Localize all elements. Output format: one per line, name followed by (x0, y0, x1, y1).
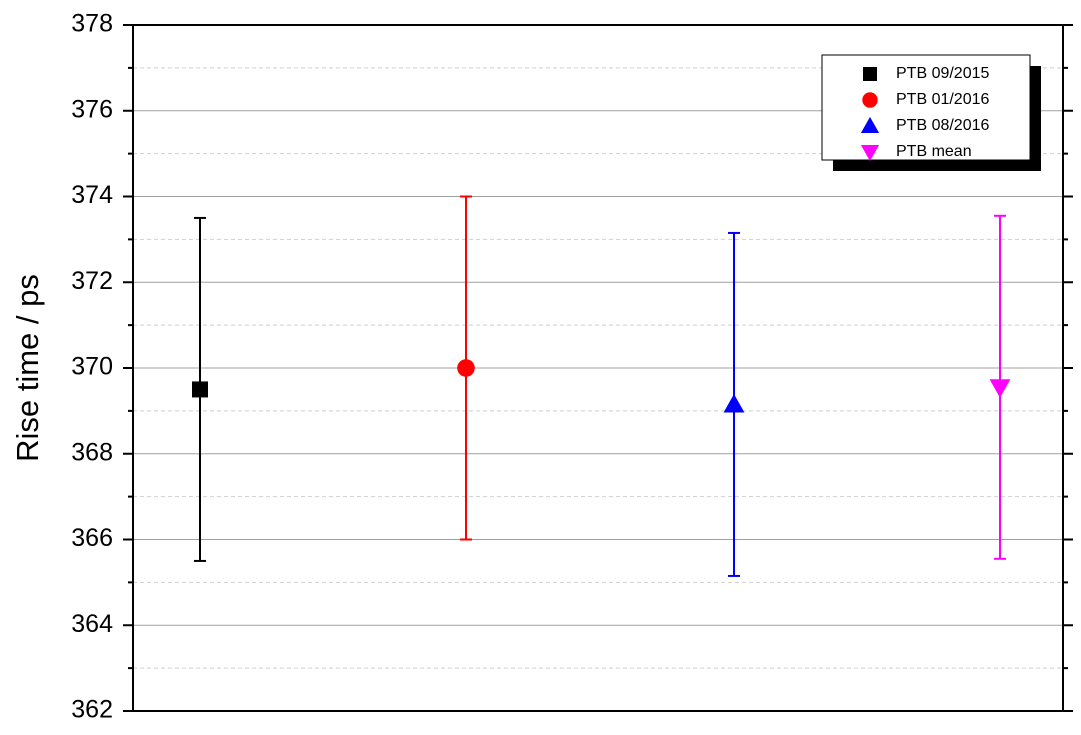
y-tick-label: 374 (71, 181, 113, 209)
y-tick-label: 370 (71, 353, 113, 381)
y-axis-label: Rise time / ps (10, 274, 45, 462)
y-tick-label: 364 (71, 610, 113, 638)
y-tick-label: 372 (71, 267, 113, 295)
legend-label: PTB mean (896, 143, 972, 160)
legend-marker (860, 116, 880, 133)
y-tick-label: 376 (71, 95, 113, 123)
plot-frame (132, 24, 1064, 712)
data-point (192, 381, 208, 398)
legend-marker (862, 92, 878, 108)
legend-marker (860, 145, 880, 162)
legend-label: PTB 01/2016 (896, 91, 990, 108)
data-point (723, 394, 745, 413)
y-tick-label: 368 (71, 438, 113, 466)
y-tick-label: 362 (71, 696, 113, 724)
y-tick-label: 378 (71, 10, 113, 38)
legend-label: PTB 08/2016 (896, 117, 990, 134)
y-tick-label: 366 (71, 524, 113, 552)
data-point (989, 379, 1011, 398)
legend (821, 54, 1031, 161)
legend-label: PTB 09/2015 (896, 65, 990, 82)
legend-marker (863, 67, 877, 81)
data-point (457, 359, 475, 377)
